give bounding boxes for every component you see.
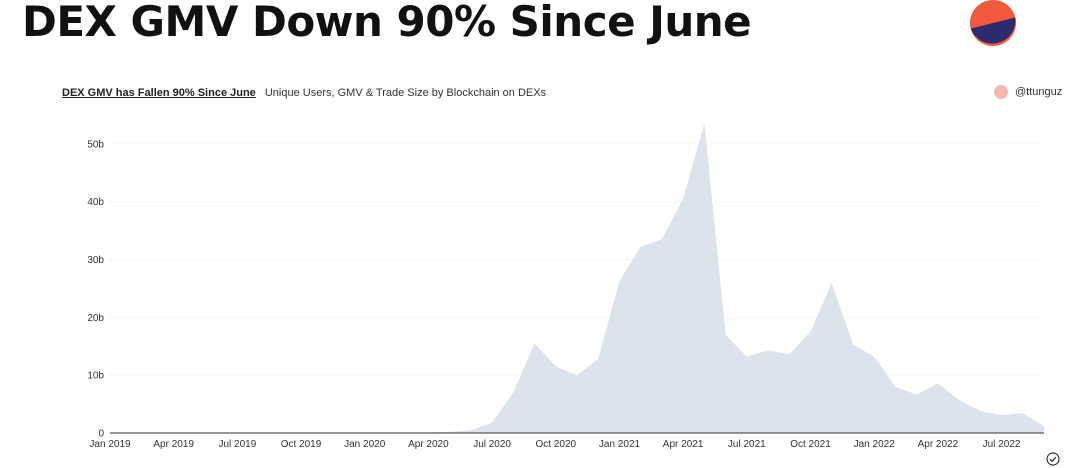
data-point[interactable] (1021, 411, 1025, 415)
data-point[interactable] (193, 430, 197, 434)
data-point[interactable] (893, 385, 897, 389)
data-point[interactable] (490, 421, 494, 425)
chart-header: DEX GMV has Fallen 90% Since June Unique… (62, 86, 546, 100)
attribution-handle: @ttunguz (1015, 86, 1063, 98)
data-point[interactable] (787, 352, 791, 356)
x-tick-label: Oct 2019 (281, 439, 322, 450)
y-tick-label: 0 (98, 429, 104, 440)
x-tick-label: Jul 2020 (473, 439, 511, 450)
data-point[interactable] (724, 333, 728, 337)
x-tick-label: Apr 2020 (408, 439, 449, 450)
y-tick-label: 40b (87, 197, 104, 208)
data-point[interactable] (809, 330, 813, 334)
y-tick-label: 20b (87, 313, 104, 324)
data-point[interactable] (299, 430, 303, 434)
data-point[interactable] (129, 430, 133, 434)
x-tick-label: Oct 2020 (536, 439, 577, 450)
data-point[interactable] (278, 430, 282, 434)
data-point[interactable] (320, 430, 324, 434)
page-title: DEX GMV Down 90% Since June (22, 0, 752, 46)
data-point[interactable] (257, 430, 261, 434)
logo-bottom-wedge (970, 17, 1016, 44)
data-point[interactable] (1000, 413, 1004, 417)
data-point[interactable] (151, 430, 155, 434)
data-point[interactable] (957, 398, 961, 402)
check-circle-icon[interactable] (1046, 452, 1060, 466)
attribution-dot-icon (994, 85, 1008, 99)
chart-title-link[interactable]: DEX GMV has Fallen 90% Since June (62, 87, 256, 99)
data-point[interactable] (830, 281, 834, 285)
x-tick-label: Oct 2021 (790, 439, 831, 450)
data-point[interactable] (745, 355, 749, 359)
data-point[interactable] (469, 428, 473, 432)
x-tick-label: Jul 2019 (218, 439, 256, 450)
data-point[interactable] (342, 430, 346, 434)
check-mark (1049, 456, 1057, 463)
data-point[interactable] (639, 245, 643, 249)
x-tick-label: Apr 2022 (918, 439, 959, 450)
data-point[interactable] (915, 393, 919, 397)
x-tick-label: Apr 2019 (153, 439, 194, 450)
data-point[interactable] (681, 197, 685, 201)
data-point[interactable] (872, 355, 876, 359)
data-point[interactable] (702, 122, 706, 126)
x-tick-label: Apr 2021 (663, 439, 704, 450)
data-point[interactable] (554, 365, 558, 369)
data-point[interactable] (235, 430, 239, 434)
data-point[interactable] (766, 348, 770, 352)
pie-logo-icon (970, 0, 1016, 46)
x-tick-label: Jul 2021 (728, 439, 766, 450)
x-tick-label: Jul 2022 (983, 439, 1021, 450)
check-circle-ring (1046, 452, 1060, 466)
x-tick-label: Jan 2020 (344, 439, 386, 450)
data-point[interactable] (596, 357, 600, 361)
x-tick-label: Jan 2022 (854, 439, 896, 450)
data-point[interactable] (172, 430, 176, 434)
data-point[interactable] (575, 373, 579, 377)
x-tick-label: Jan 2019 (89, 439, 131, 450)
data-point[interactable] (405, 430, 409, 434)
data-point[interactable] (426, 430, 430, 434)
data-point[interactable] (660, 237, 664, 241)
y-tick-label: 50b (87, 139, 104, 150)
y-tick-label: 30b (87, 255, 104, 266)
data-point[interactable] (108, 430, 112, 434)
data-point[interactable] (936, 381, 940, 385)
data-point[interactable] (384, 430, 388, 434)
gmv-area[interactable] (110, 123, 1044, 433)
x-tick-label: Jan 2021 (599, 439, 641, 450)
data-point[interactable] (1042, 424, 1046, 428)
data-point[interactable] (214, 430, 218, 434)
data-point[interactable] (511, 391, 515, 395)
data-point[interactable] (851, 343, 855, 347)
data-point[interactable] (533, 341, 537, 345)
data-point[interactable] (363, 430, 367, 434)
data-point[interactable] (618, 279, 622, 283)
chart-subtitle: Unique Users, GMV & Trade Size by Blockc… (264, 87, 547, 99)
attribution[interactable]: @ttunguz (994, 85, 1062, 99)
y-tick-label: 10b (87, 371, 104, 382)
data-point[interactable] (978, 409, 982, 413)
